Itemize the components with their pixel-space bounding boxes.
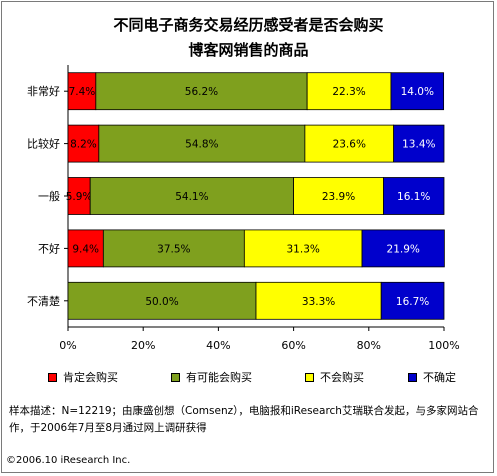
legend-item-not-sure: 不确定 [408, 370, 456, 384]
sample-description-line-1: 样本描述：N=12219；由康盛创想（Comsenz），电脑报和iResearc… [9, 405, 479, 417]
bar-segment [390, 72, 445, 111]
bar-segment [98, 124, 306, 163]
data-label: 56.2% [185, 86, 218, 98]
legend-label: 不确定 [423, 371, 456, 384]
legend-swatch [171, 372, 180, 382]
legend-item-maybe-buy: 有可能会购买 [171, 370, 252, 384]
bar-segment [304, 124, 395, 163]
data-label: 22.3% [332, 86, 365, 98]
data-label: 21.9% [387, 243, 420, 255]
data-label: 7.4% [69, 86, 96, 98]
x-tick-label: 100% [428, 339, 459, 352]
data-label: 9.4% [72, 243, 99, 255]
data-label: 31.3% [287, 243, 320, 255]
y-tick-label: 不好 [38, 241, 60, 255]
bar-segment [380, 281, 445, 320]
stacked-bar-chart: 0% 20% 40% 60% 80% 100% 非常好 7.4% 56.2% 22.3% 14.0%… [27, 65, 460, 352]
x-tick-label: 60% [281, 339, 305, 352]
data-label: 54.8% [185, 139, 218, 151]
y-tick-label: 不清楚 [27, 294, 60, 308]
bar-segment [67, 229, 104, 268]
data-label: 13.4% [402, 139, 435, 151]
chart-title-line-1: 不同电子商务交易经历感受者是否会购买 [113, 16, 384, 34]
data-label: 16.7% [396, 296, 429, 308]
legend-swatch [305, 372, 314, 382]
x-tick-label: 80% [357, 339, 381, 352]
bar-segment [102, 229, 245, 268]
legend-swatch [48, 372, 57, 382]
copyright: ©2006.10 iResearch Inc. [6, 455, 131, 466]
bar-segment [361, 229, 445, 268]
data-label: 37.5% [157, 243, 190, 255]
chart-title-line-2: 博客网销售的商品 [188, 41, 309, 59]
data-label: 33.3% [302, 296, 335, 308]
sample-description: 样本描述：N=12219；由康盛创想（Comsenz），电脑报和iResearc… [9, 403, 487, 437]
bar-segment [393, 124, 445, 163]
bar-segment [67, 124, 100, 163]
data-label: 16.1% [397, 191, 430, 203]
y-tick-label: 非常好 [27, 84, 60, 98]
legend-label: 有可能会购买 [186, 371, 252, 384]
bar-segment [67, 281, 257, 320]
x-tick-label: 0% [59, 339, 76, 352]
x-tick-label: 40% [206, 339, 230, 352]
legend-label: 不会购买 [320, 371, 364, 384]
y-tick-label: 一般 [38, 190, 60, 203]
data-label: 14.0% [401, 86, 434, 98]
data-label: 23.9% [322, 191, 355, 203]
data-label: 8.2% [70, 139, 97, 151]
x-tick-label: 20% [131, 339, 155, 352]
legend-swatch [408, 372, 417, 382]
data-label: 5.9% [66, 191, 93, 203]
data-label: 54.1% [175, 191, 208, 203]
legend-item-definitely-buy: 肯定会购买 [48, 370, 118, 384]
sample-description-line-2: 作，于2006年7月至8月通过网上调研获得 [9, 422, 207, 434]
data-label: 23.6% [333, 139, 366, 151]
bar-segment [243, 229, 363, 268]
data-label: 50.0% [145, 296, 178, 308]
legend-item-will-not-buy: 不会购买 [305, 370, 364, 384]
bar-segment [383, 177, 445, 215]
y-tick-label: 比较好 [27, 137, 60, 151]
bar-segment [255, 281, 382, 320]
legend-label: 肯定会购买 [63, 371, 118, 384]
bar-segment [89, 177, 294, 215]
